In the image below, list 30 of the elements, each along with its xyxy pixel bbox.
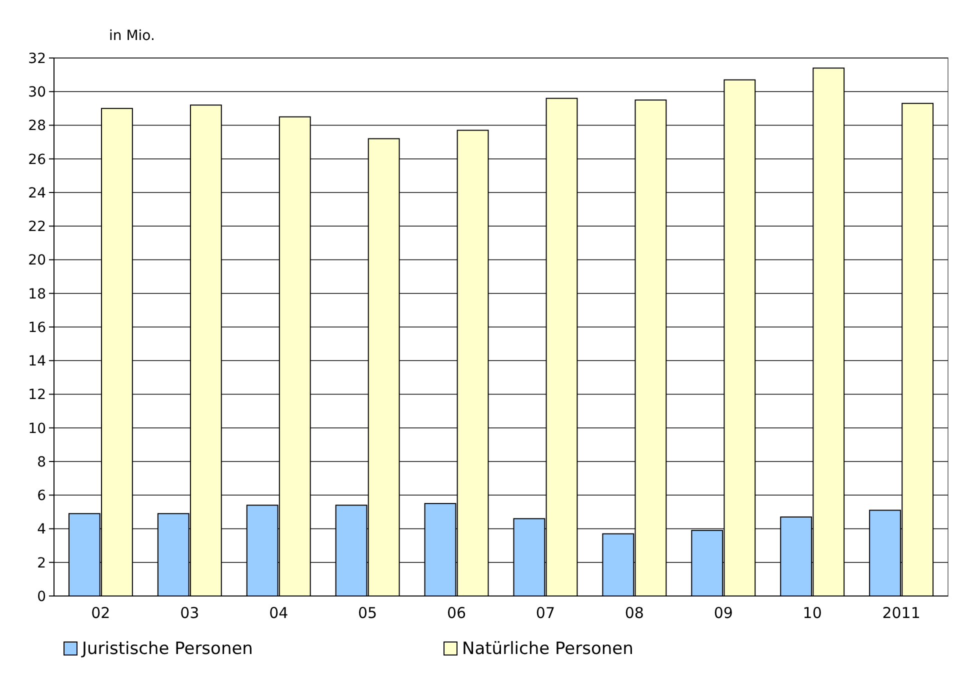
y-axis-title: in Mio. <box>109 28 155 44</box>
y-tick-label: 10 <box>28 420 46 437</box>
x-tick-label: 08 <box>624 604 644 622</box>
x-tick-label: 02 <box>91 604 110 622</box>
x-tick-label: 07 <box>536 604 556 622</box>
y-tick-label: 30 <box>28 84 46 101</box>
y-tick-label: 28 <box>28 118 46 134</box>
y-tick-label: 14 <box>28 354 46 370</box>
y-tick-label: 18 <box>28 286 46 302</box>
x-tick-label: 06 <box>446 604 466 622</box>
x-tick-label: 2011 <box>882 604 920 622</box>
y-tick-label: 6 <box>37 488 46 504</box>
y-tick-label: 32 <box>28 50 46 67</box>
x-tick-label: 10 <box>802 604 822 622</box>
x-tick-label: 05 <box>358 604 378 622</box>
legend-label: Natürliche Personen <box>462 639 634 659</box>
x-tick-label: 04 <box>269 604 288 622</box>
y-tick-label: 20 <box>28 252 46 269</box>
y-tick-label: 16 <box>28 320 46 336</box>
y-tick-label: 2 <box>37 555 46 572</box>
x-tick-label: 03 <box>180 604 200 622</box>
y-tick-label: 8 <box>37 454 46 470</box>
y-tick-label: 0 <box>37 588 46 605</box>
x-tick-label: 09 <box>714 604 733 622</box>
y-tick-label: 22 <box>28 219 46 236</box>
y-tick-label: 4 <box>37 522 46 538</box>
legend-label: Juristische Personen <box>81 639 253 659</box>
y-tick-label: 12 <box>28 387 46 404</box>
y-tick-label: 26 <box>28 152 46 168</box>
y-tick-label: 24 <box>28 185 46 202</box>
